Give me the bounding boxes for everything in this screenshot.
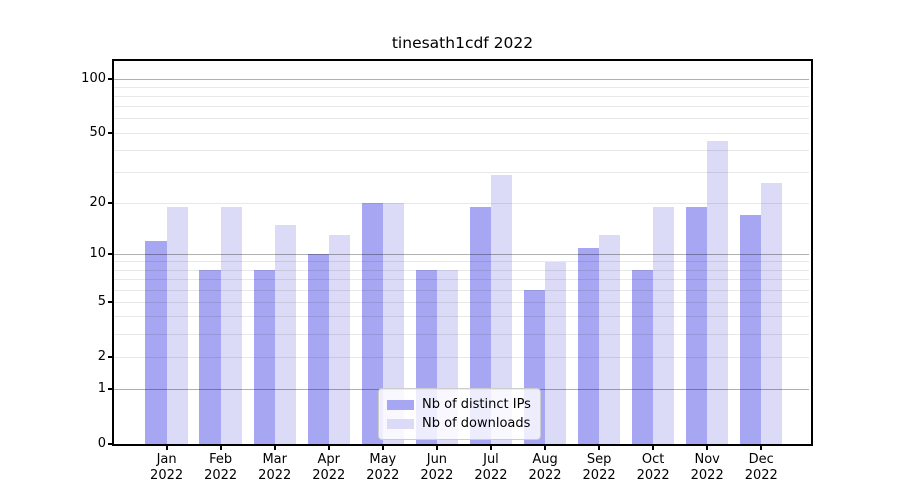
bar-ips-oct: [631, 270, 654, 444]
x-tick-label-jul: Jul 2022: [463, 452, 519, 484]
bar-ips-jul: [469, 207, 491, 444]
y-tick-label-10: 10: [89, 246, 106, 262]
x-tick-label-dec: Dec 2022: [733, 452, 789, 484]
x-tick-aug: [544, 446, 547, 450]
bar-ips-jan: [145, 241, 167, 444]
y-tick-label-20: 20: [89, 195, 106, 211]
bar-downloads-nov: [707, 141, 729, 444]
month-label: Jan: [156, 452, 177, 467]
x-tick-dec: [760, 446, 763, 450]
month-label: Mar: [262, 452, 287, 467]
year-label: 2022: [312, 468, 346, 483]
x-tick-label-may: May 2022: [355, 452, 411, 484]
y-tick-label-50: 50: [89, 125, 106, 141]
year-label: 2022: [690, 468, 724, 483]
year-label: 2022: [258, 468, 292, 483]
bar-downloads-mar: [274, 224, 296, 444]
y-tick-20: [108, 202, 113, 205]
y-tick-0: [108, 443, 113, 445]
x-tick-jun: [435, 446, 438, 450]
y-tick-50: [108, 132, 113, 135]
x-tick-label-feb: Feb 2022: [193, 452, 249, 484]
y-tick-label-1: 1: [97, 381, 106, 397]
year-label: 2022: [582, 468, 616, 483]
bar-downloads-oct: [653, 207, 675, 444]
year-label: 2022: [744, 468, 778, 483]
year-label: 2022: [204, 468, 238, 483]
x-tick-label-sep: Sep 2022: [571, 452, 627, 484]
legend: Nb of distinct IPs Nb of downloads: [378, 388, 541, 440]
legend-item-downloads: Nb of downloads: [387, 414, 531, 433]
year-label: 2022: [474, 468, 508, 483]
legend-label-distinct-ips: Nb of distinct IPs: [422, 397, 531, 412]
bar-downloads-dec: [761, 183, 783, 444]
y-tick-label-0: 0: [97, 436, 106, 451]
legend-swatch-downloads: [387, 418, 414, 429]
y-tick-100: [108, 78, 113, 81]
month-label: Jul: [483, 452, 499, 467]
x-tick-mar: [273, 446, 276, 450]
x-tick-label-jan: Jan 2022: [139, 452, 195, 484]
x-tick-apr: [327, 446, 330, 450]
bar-ips-dec: [740, 215, 762, 444]
month-label: Nov: [694, 452, 720, 467]
y-tick-1: [108, 388, 113, 391]
year-label: 2022: [528, 468, 562, 483]
bar-downloads-sep: [599, 235, 621, 444]
x-tick-nov: [706, 446, 709, 450]
bar-downloads-jan: [166, 207, 188, 444]
month-label: Dec: [748, 452, 774, 467]
x-tick-label-jun: Jun 2022: [409, 452, 465, 484]
year-label: 2022: [420, 468, 454, 483]
bar-ips-sep: [577, 247, 600, 444]
y-tick-2: [108, 356, 113, 359]
month-label: Apr: [317, 452, 341, 467]
year-label: 2022: [366, 468, 400, 483]
x-tick-label-oct: Oct 2022: [625, 452, 681, 484]
x-tick-label-apr: Apr 2022: [301, 452, 357, 484]
bar-downloads-feb: [220, 207, 242, 444]
x-tick-feb: [219, 446, 222, 450]
year-label: 2022: [150, 468, 184, 483]
y-tick-10: [108, 253, 113, 256]
legend-swatch-distinct-ips: [387, 399, 414, 410]
bar-downloads-jul: [490, 175, 513, 444]
month-label: Feb: [209, 452, 233, 467]
y-tick-label-100: 100: [81, 71, 106, 87]
month-label: May: [369, 452, 397, 467]
x-tick-may: [381, 446, 384, 450]
month-label: Aug: [532, 452, 558, 467]
bar-downloads-apr: [328, 235, 350, 444]
y-tick-label-2: 2: [97, 349, 106, 365]
x-tick-jan: [165, 446, 168, 450]
y-tick-label-5: 5: [97, 294, 106, 310]
y-tick-5: [108, 301, 113, 304]
month-label: Jun: [426, 452, 448, 467]
bar-downloads-may: [382, 203, 405, 444]
year-label: 2022: [636, 468, 670, 483]
bar-ips-nov: [686, 207, 708, 444]
x-tick-label-nov: Nov 2022: [679, 452, 735, 484]
x-tick-label-aug: Aug 2022: [517, 452, 573, 484]
month-label: Oct: [641, 452, 665, 467]
bar-downloads-aug: [545, 261, 567, 444]
x-tick-sep: [598, 446, 601, 450]
x-tick-jul: [489, 446, 492, 450]
x-tick-oct: [652, 446, 655, 450]
bar-ips-mar: [253, 270, 275, 444]
legend-item-distinct-ips: Nb of distinct IPs: [387, 395, 531, 414]
bar-ips-feb: [199, 270, 221, 444]
month-label: Sep: [586, 452, 612, 467]
bar-ips-apr: [307, 254, 329, 444]
legend-label-downloads: Nb of downloads: [422, 416, 531, 431]
bar-ips-may: [361, 203, 383, 444]
x-tick-label-mar: Mar 2022: [247, 452, 303, 484]
chart-title: tinesath1cdf 2022: [391, 34, 534, 52]
